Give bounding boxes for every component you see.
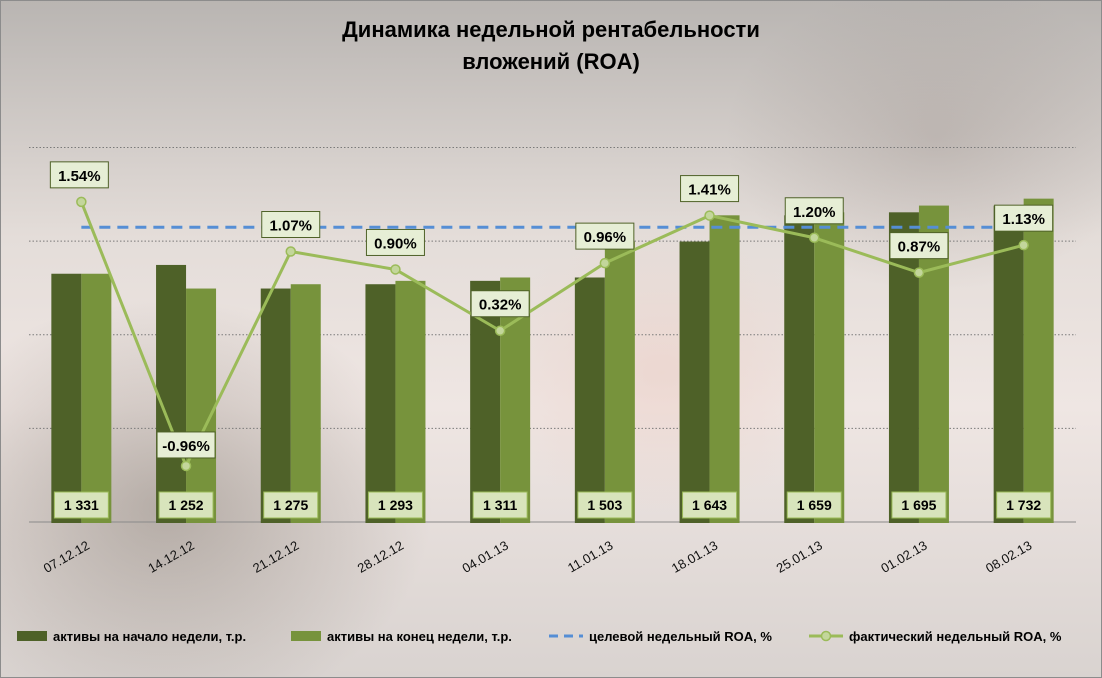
roa-marker-25.01.13: [809, 232, 820, 244]
bars: [51, 198, 1054, 524]
bar-value-label: 1 643: [692, 497, 727, 513]
bar-value-label: 1 252: [169, 497, 204, 513]
legend-label: активы на начало недели, т.р.: [53, 629, 246, 644]
bar-start-28.12.12: [365, 284, 396, 523]
x-tick-label: 14.12.12: [145, 538, 196, 576]
bar-value-label: 1 659: [797, 497, 832, 513]
legend-marker: [820, 630, 832, 642]
legend-swatch-0: [17, 631, 47, 641]
roa-value-label: 1.41%: [688, 182, 731, 199]
roa-marker-11.01.13: [599, 257, 611, 269]
roa-value-label: 1.07%: [269, 218, 312, 235]
roa-value-box-21.12.12: [261, 211, 321, 239]
bar-value-label: 1 732: [1006, 497, 1041, 513]
roa-value-label: -0.96%: [162, 438, 210, 455]
bar-end-08.02.13: [1023, 198, 1054, 524]
bar-start-25.01.13: [784, 215, 815, 523]
bar-value-box-25.01.13: [786, 491, 842, 519]
bar-value-box-28.12.12: [367, 491, 423, 519]
roa-marker-04.01.13: [494, 325, 506, 336]
data-labels: 1 331 1 252 1 275 1 293 1 311 1 503 1 643 1 659…: [49, 161, 1054, 519]
bar-value-label: 1 331: [64, 497, 99, 513]
x-tick-label: 28.12.12: [355, 538, 406, 576]
roa-value-label: 0.96%: [584, 229, 627, 246]
bar-value-box-14.12.12: [158, 491, 214, 519]
bar-start-14.12.12: [156, 264, 187, 523]
x-tick-label: 25.01.13: [774, 538, 825, 576]
chart-title-line-2: вложений (ROA): [462, 49, 640, 74]
roa-marker-18.01.13: [704, 210, 715, 221]
x-tick-label: 18.01.13: [669, 538, 720, 576]
bar-value-box-21.12.12: [263, 491, 319, 519]
chart-title-line-1: Динамика недельной рентабельности: [342, 17, 760, 42]
bar-start-07.12.12: [51, 273, 82, 523]
roa-value-box-04.01.13: [470, 290, 530, 318]
bar-value-box-08.02.13: [996, 491, 1052, 519]
roa-marker-21.12.12: [285, 246, 296, 257]
bar-end-18.01.13: [709, 215, 740, 523]
roa-marker-14.12.12: [180, 460, 192, 472]
roa-value-label: 0.87%: [898, 239, 941, 256]
actual-roa-polyline: [79, 201, 1025, 468]
bar-value-label: 1 311: [483, 497, 517, 513]
x-axis: 07.12.12 14.12.12 21.12.12 28.12.12 04.01.13…: [41, 538, 1035, 576]
roa-marker-07.12.12: [76, 196, 87, 208]
roa-value-box-28.12.12: [365, 228, 425, 256]
bar-end-25.01.13: [814, 212, 845, 523]
x-tick-label: 11.01.13: [565, 538, 615, 576]
x-tick-label: 04.01.13: [460, 538, 511, 576]
roa-marker-28.12.12: [390, 264, 401, 275]
x-tick-label: 01.02.13: [878, 538, 929, 576]
bar-end-07.12.12: [81, 273, 112, 523]
legend: активы на начало недели, т.р. активы на к…: [17, 629, 1062, 644]
bar-value-label: 1 293: [378, 497, 413, 513]
roa-value-box-25.01.13: [784, 197, 844, 225]
x-tick-label: 08.02.13: [983, 538, 1034, 576]
legend-label: целевой недельный ROA, %: [589, 629, 772, 644]
bar-value-box-11.01.13: [577, 491, 633, 519]
roa-value-box-11.01.13: [575, 222, 635, 250]
bar-value-box-07.12.12: [53, 491, 109, 519]
bar-value-box-18.01.13: [682, 491, 738, 519]
actual-roa-line: [76, 196, 1029, 472]
bar-end-14.12.12: [186, 288, 217, 523]
bar-start-11.01.13: [574, 277, 605, 523]
bar-end-21.12.12: [290, 284, 321, 523]
x-tick-label: 07.12.12: [41, 538, 92, 576]
roa-value-box-01.02.13: [889, 232, 949, 260]
roa-value-label: 0.90%: [374, 235, 417, 252]
bar-value-box-01.02.13: [891, 491, 947, 519]
roa-value-label: 1.54%: [58, 168, 101, 185]
roa-value-box-08.02.13: [994, 204, 1054, 232]
legend-label: фактический недельный ROA, %: [849, 629, 1062, 644]
roa-value-box-14.12.12: [156, 431, 216, 459]
bar-value-label: 1 275: [273, 497, 308, 513]
bar-value-label: 1 695: [901, 497, 936, 513]
roa-marker-08.02.13: [1018, 239, 1029, 251]
x-tick-label: 21.12.12: [250, 538, 301, 576]
roa-value-box-18.01.13: [680, 175, 740, 203]
bar-start-18.01.13: [679, 241, 710, 523]
roa-value-label: 0.32%: [479, 297, 522, 314]
roa-value-label: 1.13%: [1002, 211, 1045, 228]
bar-end-04.01.13: [500, 277, 531, 523]
roa-marker-01.02.13: [913, 267, 925, 278]
bar-value-box-04.01.13: [472, 491, 528, 519]
bar-start-08.02.13: [993, 205, 1024, 523]
bar-end-11.01.13: [604, 241, 635, 523]
bar-start-21.12.12: [260, 288, 291, 523]
roa-value-label: 1.20%: [793, 204, 836, 221]
roa-value-box-07.12.12: [49, 161, 109, 189]
bar-value-label: 1 503: [587, 497, 622, 513]
bar-end-28.12.12: [395, 280, 426, 523]
legend-swatch-1: [291, 631, 321, 641]
legend-label: активы на конец недели, т.р.: [327, 629, 512, 644]
